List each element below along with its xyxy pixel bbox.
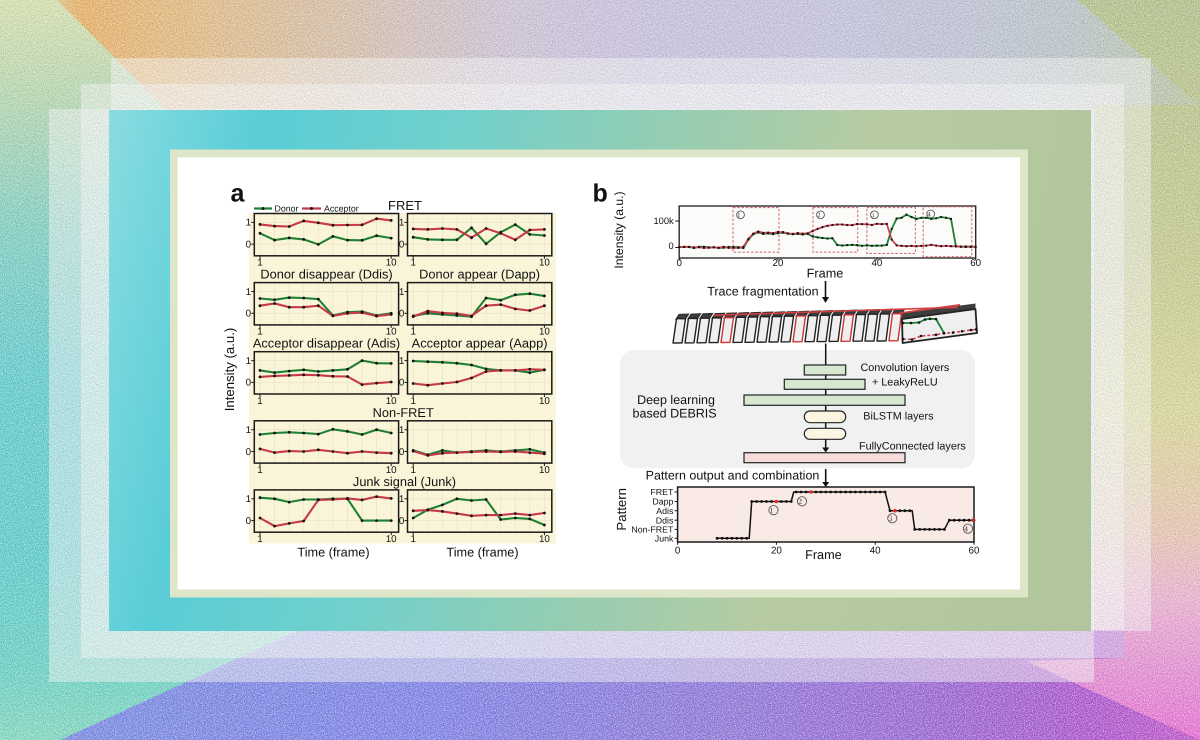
svg-text:1: 1 <box>399 287 404 298</box>
svg-text:Frame: Frame <box>805 548 842 562</box>
svg-text:1: 1 <box>246 287 251 298</box>
svg-text:Non-FRET: Non-FRET <box>631 525 674 535</box>
svg-text:10: 10 <box>386 258 397 269</box>
svg-text:1: 1 <box>257 465 262 476</box>
svg-text:1: 1 <box>246 494 251 505</box>
svg-text:0: 0 <box>669 241 674 251</box>
svg-text:20: 20 <box>773 258 784 269</box>
svg-text:10: 10 <box>539 327 550 338</box>
svg-text:10: 10 <box>386 534 397 545</box>
svg-text:0: 0 <box>246 447 252 458</box>
svg-text:0: 0 <box>399 516 405 527</box>
svg-text:40: 40 <box>870 546 881 557</box>
svg-text:1: 1 <box>246 218 251 229</box>
svg-text:Intensity (a.u.): Intensity (a.u.) <box>612 191 626 268</box>
svg-text:0: 0 <box>399 447 405 458</box>
svg-text:Pattern output and combination: Pattern output and combination <box>646 469 820 483</box>
svg-text:FullyConnected layers: FullyConnected layers <box>859 441 966 453</box>
svg-text:1: 1 <box>410 396 415 407</box>
svg-text:Trace fragmentation: Trace fragmentation <box>707 285 818 299</box>
svg-text:Dapp: Dapp <box>652 497 673 507</box>
svg-text:1: 1 <box>257 258 262 269</box>
svg-text:0: 0 <box>399 309 405 320</box>
svg-text:10: 10 <box>386 396 397 407</box>
svg-text:Acceptor: Acceptor <box>324 204 359 214</box>
svg-text:1: 1 <box>257 396 262 407</box>
svg-text:Junk signal (Junk): Junk signal (Junk) <box>353 474 456 489</box>
svg-text:1: 1 <box>410 534 415 545</box>
svg-text:Donor appear (Dapp): Donor appear (Dapp) <box>419 267 540 282</box>
svg-text:10: 10 <box>539 534 550 545</box>
svg-text:1: 1 <box>410 258 415 269</box>
svg-text:40: 40 <box>871 258 882 269</box>
svg-text:0: 0 <box>399 378 405 389</box>
svg-text:0: 0 <box>246 240 252 251</box>
svg-text:Ddis: Ddis <box>656 515 674 525</box>
svg-text:0: 0 <box>675 546 681 557</box>
svg-text:Donor: Donor <box>275 204 299 214</box>
svg-text:0: 0 <box>246 516 252 527</box>
svg-text:1: 1 <box>410 465 415 476</box>
svg-text:Pattern: Pattern <box>614 488 629 531</box>
svg-text:Frame: Frame <box>807 267 844 281</box>
svg-text:0: 0 <box>246 378 252 389</box>
svg-text:FRET: FRET <box>388 198 422 213</box>
svg-text:1: 1 <box>257 327 262 338</box>
svg-text:BiLSTM layers: BiLSTM layers <box>863 410 934 422</box>
svg-text:Non-FRET: Non-FRET <box>373 405 434 420</box>
svg-text:0: 0 <box>676 258 682 269</box>
svg-text:1: 1 <box>257 534 262 545</box>
svg-text:+ LeakyReLU: + LeakyReLU <box>872 377 938 389</box>
svg-text:FRET: FRET <box>650 487 674 497</box>
svg-text:b: b <box>593 180 608 208</box>
svg-text:1: 1 <box>246 356 251 367</box>
svg-text:100k: 100k <box>654 216 675 226</box>
svg-text:Acceptor disappear (Adis): Acceptor disappear (Adis) <box>253 336 400 351</box>
svg-text:0: 0 <box>246 309 252 320</box>
svg-text:10: 10 <box>539 258 550 269</box>
svg-text:10: 10 <box>539 396 550 407</box>
svg-text:Time (frame): Time (frame) <box>446 546 518 560</box>
svg-text:60: 60 <box>969 546 980 557</box>
svg-text:Junk: Junk <box>655 533 674 543</box>
svg-text:Adis: Adis <box>656 506 674 516</box>
svg-text:Time (frame): Time (frame) <box>297 546 369 560</box>
svg-text:1: 1 <box>399 218 404 229</box>
svg-text:60: 60 <box>970 258 981 269</box>
svg-text:1: 1 <box>246 425 251 436</box>
svg-text:Acceptor appear (Aapp): Acceptor appear (Aapp) <box>412 336 548 351</box>
svg-text:0: 0 <box>399 240 405 251</box>
svg-text:Deep learning: Deep learning <box>637 393 715 407</box>
svg-text:1: 1 <box>399 356 404 367</box>
svg-text:10: 10 <box>386 465 397 476</box>
svg-text:1: 1 <box>399 494 404 505</box>
svg-text:Intensity (a.u.): Intensity (a.u.) <box>222 328 237 412</box>
svg-text:1: 1 <box>410 327 415 338</box>
svg-text:Convolution layers: Convolution layers <box>861 362 950 374</box>
svg-text:a: a <box>231 180 246 208</box>
svg-text:Donor disappear (Ddis): Donor disappear (Ddis) <box>260 267 392 282</box>
svg-text:10: 10 <box>386 327 397 338</box>
svg-text:based DEBRIS: based DEBRIS <box>633 407 717 421</box>
svg-text:10: 10 <box>539 465 550 476</box>
svg-text:1: 1 <box>399 425 404 436</box>
svg-text:20: 20 <box>771 546 782 557</box>
